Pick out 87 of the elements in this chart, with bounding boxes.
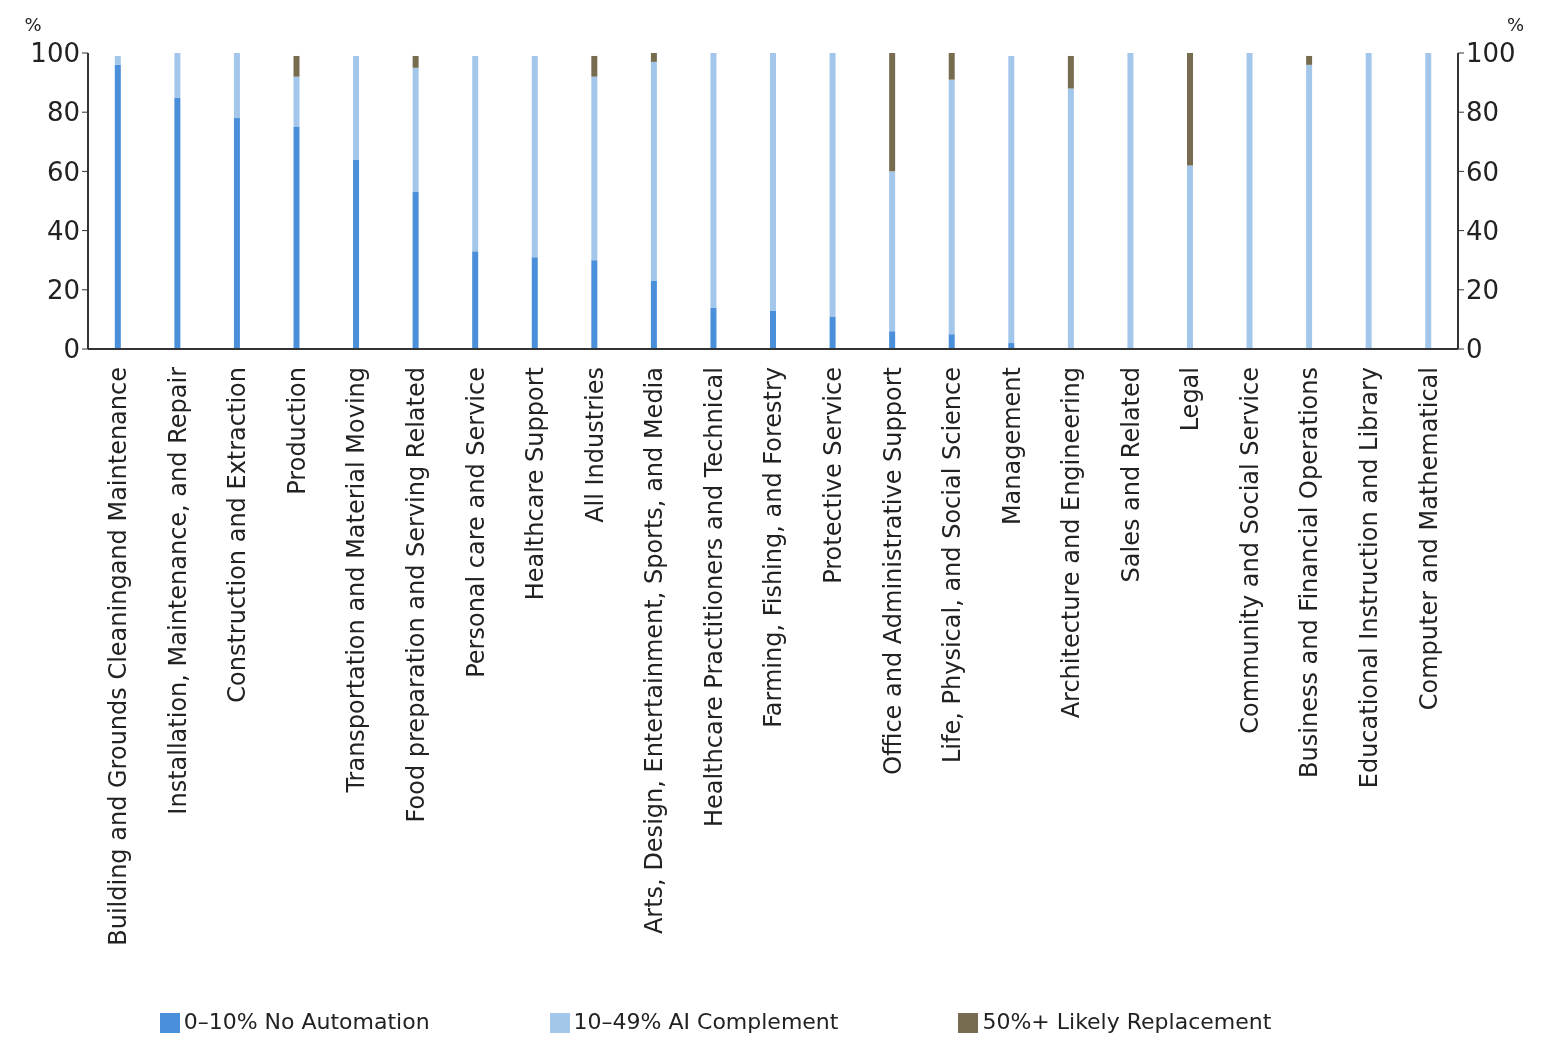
- x-tick-label: Healthcare Support: [521, 367, 550, 601]
- x-tick-label: Sales and Related: [1116, 367, 1145, 583]
- bar: [353, 159, 360, 349]
- y-axis-title: %: [24, 14, 42, 35]
- x-tick-label: Architecture and Engineering: [1057, 367, 1086, 719]
- x-tick-label: Community and Social Service: [1235, 367, 1264, 734]
- bar: [650, 280, 657, 349]
- y2-tick-label: 40: [1466, 215, 1500, 246]
- x-tick-label: Personal care and Service: [461, 367, 490, 678]
- x-tick-label: Healthcare Practitioners and Technical: [699, 367, 728, 828]
- x-tick-label: Construction and Extraction: [223, 367, 252, 703]
- bar: [710, 307, 717, 349]
- bar: [293, 127, 300, 349]
- x-tick-label: Life, Physical, and Social Science: [938, 367, 967, 763]
- x-tick-label: Food preparation and Serving Related: [402, 367, 431, 823]
- x-tick-label: Computer and Mathematical: [1414, 367, 1443, 711]
- x-tick-label: Arts, Design, Entertainment, Sports, and Media: [640, 367, 669, 935]
- y-tick-label: 80: [46, 97, 80, 128]
- y2-axis-title: %: [1506, 14, 1525, 35]
- bar: [710, 53, 717, 308]
- bar: [889, 53, 896, 172]
- bar: [233, 118, 240, 349]
- bar: [1067, 88, 1074, 349]
- bar: [1306, 64, 1313, 349]
- x-tick-label: Educational Instruction and Library: [1355, 367, 1384, 789]
- bar: [412, 67, 419, 193]
- bar: [770, 310, 777, 349]
- bar: [1067, 55, 1074, 89]
- legend-label: 0–10% No Automation: [183, 1009, 430, 1034]
- bar: [1365, 53, 1372, 349]
- bar: [948, 53, 955, 80]
- bar: [1127, 53, 1134, 349]
- y-tick-label: 20: [46, 275, 80, 306]
- y2-tick-label: 60: [1466, 156, 1500, 187]
- bar: [591, 260, 598, 349]
- bar: [829, 316, 836, 349]
- bar: [829, 53, 836, 317]
- bar: [948, 79, 955, 335]
- bar: [650, 61, 657, 281]
- y-tick-label: 40: [46, 215, 80, 246]
- x-tick-label: Office and Administrative Support: [878, 367, 907, 775]
- y-tick-label: 60: [46, 156, 80, 187]
- x-tick-label: Farming, Fishing, and Forestry: [759, 367, 788, 728]
- legend-label: 10–49% AI Complement: [573, 1009, 839, 1034]
- x-tick-label: Business and Financial Operations: [1295, 367, 1324, 778]
- bar: [1186, 165, 1193, 349]
- bar: [1008, 55, 1015, 344]
- bar: [114, 55, 121, 65]
- bar: [353, 55, 360, 160]
- bar: [650, 53, 657, 62]
- bar: [770, 53, 777, 311]
- bar: [1246, 53, 1253, 349]
- x-tick-label: Production: [282, 367, 311, 495]
- bar: [293, 55, 300, 77]
- legend-label: 50%+ Likely Replacement: [982, 1009, 1272, 1034]
- y-tick-label: 100: [30, 38, 80, 69]
- bar: [591, 76, 598, 261]
- bar: [412, 55, 419, 68]
- y2-tick-label: 20: [1466, 275, 1500, 306]
- bar: [412, 192, 419, 349]
- bar: [233, 53, 240, 119]
- y-tick-label: 0: [63, 334, 80, 365]
- y2-tick-label: 0: [1466, 334, 1483, 365]
- bar: [1306, 55, 1313, 65]
- x-tick-label: Transportation and Material Moving: [342, 367, 371, 794]
- x-tick-label: Management: [997, 367, 1026, 526]
- x-tick-label: Building and Grounds Cleaningand Maintenance: [104, 367, 133, 946]
- bar: [591, 55, 598, 77]
- y2-tick-label: 100: [1466, 38, 1516, 69]
- x-tick-label: All Industries: [580, 367, 609, 523]
- x-tick-label: Protective Service: [818, 367, 847, 584]
- bar: [948, 334, 955, 349]
- bar: [114, 64, 121, 349]
- x-tick-label: Installation, Maintenance, and Repair: [163, 366, 192, 815]
- bar: [174, 97, 181, 349]
- bar: [472, 251, 479, 349]
- bar: [889, 171, 896, 332]
- bar: [1186, 53, 1193, 166]
- bar: [1425, 53, 1432, 349]
- bar: [889, 331, 896, 349]
- bar: [174, 53, 181, 98]
- bar: [293, 76, 300, 127]
- y2-tick-label: 80: [1466, 97, 1500, 128]
- bar: [531, 55, 538, 258]
- bar: [531, 257, 538, 349]
- bar: [472, 55, 479, 252]
- x-tick-label: Legal: [1176, 367, 1205, 432]
